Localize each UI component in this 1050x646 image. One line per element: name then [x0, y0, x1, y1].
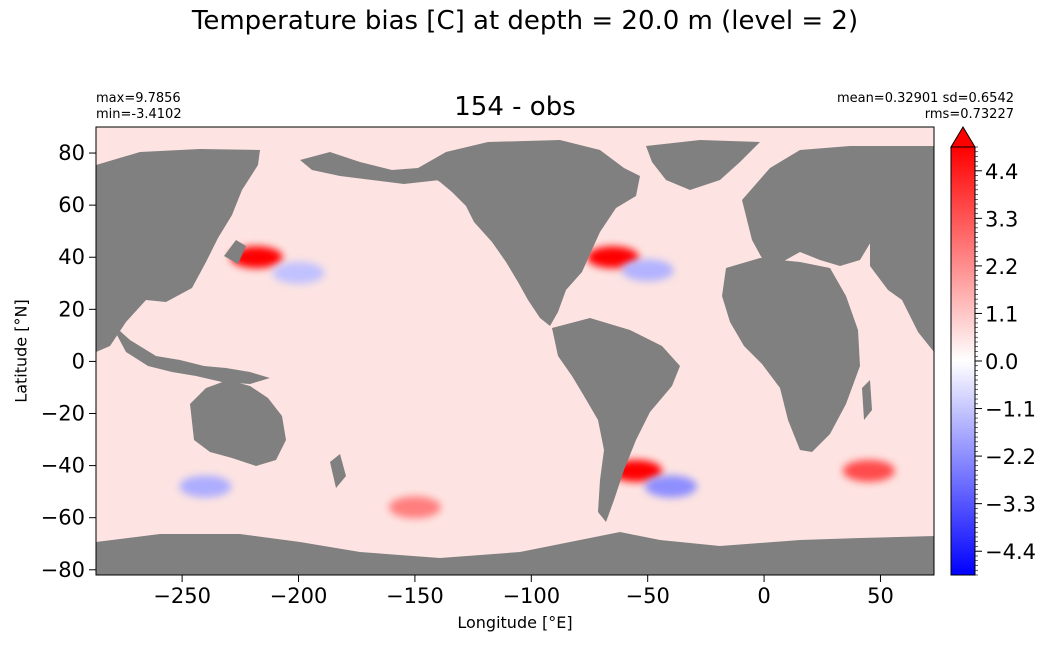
colorbar-tick-label: −4.4	[985, 540, 1036, 564]
colorbar-tick-label: −1.1	[985, 398, 1036, 422]
x-axis: −250 −200 −150 −100 −50 0 50	[153, 575, 894, 608]
land-kamchatka-alaska	[300, 152, 460, 184]
colorbar-tick-label: 3.3	[985, 207, 1018, 231]
colorbar-tick-label: 2.2	[985, 255, 1018, 279]
anomaly-6	[272, 261, 325, 284]
land-africa	[722, 258, 860, 452]
stat-mean-sd: mean=0.32901 sd=0.6542	[836, 91, 1014, 106]
anomaly-5	[621, 259, 674, 282]
colorbar-tick-label: −3.3	[985, 493, 1036, 517]
anomaly-1	[230, 246, 283, 269]
land-north-america	[418, 140, 640, 326]
plot-frame	[95, 126, 935, 576]
x-tick-label: 50	[867, 584, 894, 608]
x-tick-label: −50	[626, 584, 670, 608]
y-tick-label: 40	[58, 245, 85, 269]
anomaly-layer	[179, 246, 895, 519]
land-japan	[224, 240, 246, 264]
stat-max: max=9.7856	[96, 91, 181, 106]
x-tick-label: 0	[757, 584, 770, 608]
land-layer	[96, 140, 934, 575]
map-area	[96, 127, 934, 575]
stat-min: min=-3.4102	[96, 107, 182, 122]
anomaly-4	[388, 496, 441, 519]
anomaly-8	[179, 475, 232, 498]
stats-min-max: max=9.7856 min=-3.4102	[96, 91, 182, 123]
anomaly-3	[842, 459, 895, 482]
colorbar-tick-label: −2.2	[985, 445, 1036, 469]
stat-rms: rms=0.73227	[924, 107, 1014, 122]
land-new-zealand	[330, 454, 346, 488]
x-tick-label: −200	[270, 584, 328, 608]
y-tick-label: −40	[41, 454, 85, 478]
colorbar-tick-label: 4.4	[985, 160, 1018, 184]
land-asia-east	[870, 148, 934, 352]
colorbar-tick-label: 1.1	[985, 302, 1018, 326]
x-tick-label: −100	[502, 584, 560, 608]
land-greenland	[646, 140, 760, 190]
land-indonesia	[110, 322, 270, 384]
land-south-america	[552, 318, 680, 522]
land-asia-west	[96, 149, 260, 352]
land-australia	[190, 380, 286, 466]
anomaly-7	[644, 475, 697, 498]
plot-title: 154 - obs	[454, 92, 576, 122]
y-tick-label: 60	[58, 193, 85, 217]
y-tick-label: 80	[58, 141, 85, 165]
colorbar-ticks: −4.4 −3.3 −2.2 −1.1 0.0 1.1 2.2 3.3 4.4	[975, 146, 1036, 576]
x-axis-label: Longitude [°E]	[457, 613, 573, 632]
land-madagascar	[862, 380, 872, 420]
land-eurasia	[742, 146, 934, 266]
y-tick-label: −20	[41, 402, 85, 426]
anomaly-0	[586, 246, 639, 269]
stats-mean-sd-rms: mean=0.32901 sd=0.6542 rms=0.73227	[837, 91, 1014, 123]
figure-suptitle: Temperature bias [C] at depth = 20.0 m (…	[191, 6, 859, 36]
x-tick-label: −150	[386, 584, 444, 608]
colorbar-tick-label: 0.0	[985, 350, 1018, 374]
land-antarctica	[96, 532, 934, 575]
y-tick-label: −80	[41, 558, 85, 582]
y-axis: −80 −60 −40 −20 0 20 40 60 80	[41, 141, 96, 582]
y-tick-label: 20	[58, 297, 85, 321]
y-tick-label: −60	[41, 506, 85, 530]
colorbar-extend-arrow	[950, 126, 976, 148]
colorbar: −4.4 −3.3 −2.2 −1.1 0.0 1.1 2.2 3.3 4.4	[950, 126, 1036, 576]
x-tick-label: −250	[153, 584, 211, 608]
colorbar-gradient	[951, 147, 975, 575]
y-tick-label: 0	[72, 349, 85, 373]
